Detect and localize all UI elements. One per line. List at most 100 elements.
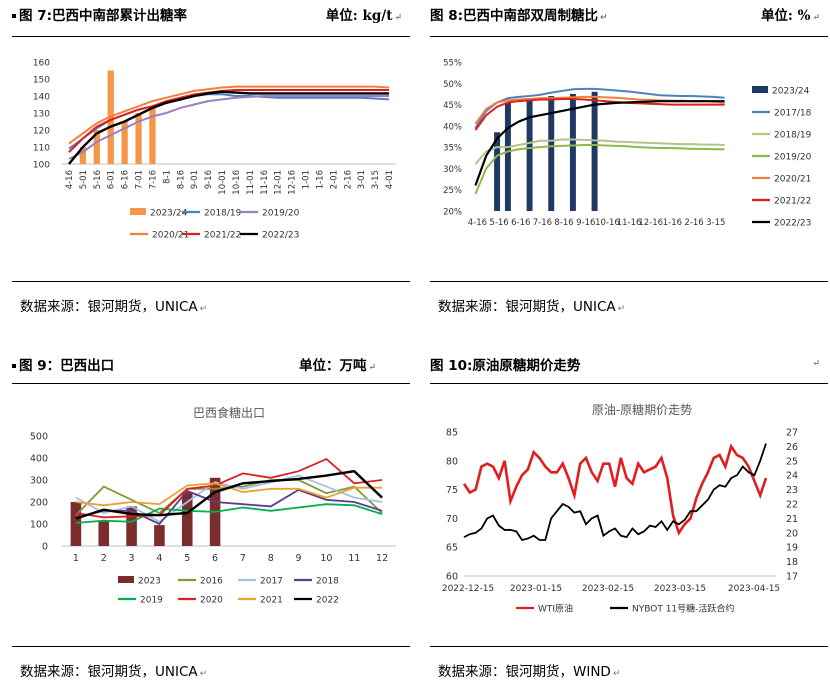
bar-2023 [181, 492, 193, 546]
footer-rule [12, 281, 410, 282]
y-tick-label: 25% [443, 186, 462, 196]
legend-2023-24-label: 2023/24 [772, 87, 810, 97]
panel-sugar-yield: 图 7:巴西中南部累计出糖率 单位: kg/t ↵ 100 110 120 130 140… [12, 0, 410, 320]
series-line-2019-20 [68, 95, 390, 160]
x-tick-label: 9-16 [576, 218, 595, 228]
legend-2022-23-label: 2022/23 [262, 231, 299, 241]
y-tick-label: 0 [42, 542, 48, 553]
x-tick-label: 8-1 [162, 170, 172, 184]
x-tick-label: 7 [240, 553, 246, 564]
paragraph-mark-icon: ↵ [199, 669, 208, 679]
y-right-tick-label: 21 [786, 514, 798, 525]
x-tick-label: 12-16 [638, 218, 663, 228]
chart-title: 原油-原糖期价走势 [592, 402, 692, 417]
bar-2023-24 [569, 93, 576, 211]
chart-sugar-yield: 100 110 120 130 140 150 160 4-16 5-01 5-16 6-01 6-1… [33, 59, 396, 241]
bar-2023 [98, 520, 110, 546]
paragraph-mark-icon: ↵ [812, 359, 820, 369]
y-left-tick-label: 70 [446, 514, 458, 525]
x-tick-label: 7-16 [533, 218, 552, 228]
y-tick-label: 110 [33, 144, 50, 154]
paragraph-mark-icon: ↵ [617, 304, 626, 314]
y-tick-label: 200 [30, 498, 48, 509]
x-tick-label: 12-16 [288, 170, 298, 195]
legend-2023-24-swatch [130, 208, 146, 215]
panel-unit: 单位：万吨 ↵ [298, 358, 376, 374]
header-rule [430, 36, 828, 37]
y-tick-label: 130 [33, 110, 50, 120]
bullet-square-icon [12, 14, 16, 18]
panel-brazil-export: 图 9：巴西出口 单位：万吨 ↵ 巴西食糖出口 0 100 200 300 400 500 1 2… [12, 350, 410, 684]
x-tick-label: 3 [129, 553, 135, 564]
y-right-tick-label: 18 [786, 557, 798, 568]
x-tick-label: 9-16 [204, 170, 214, 189]
x-tick-label: 10-16 [595, 218, 620, 228]
x-tick-label: 10-01 [218, 170, 228, 195]
x-tick-label: 4-16 [468, 218, 487, 228]
y-tick-label: 120 [33, 127, 50, 137]
bar-2023-24 [149, 107, 156, 164]
x-tick-label: 6-16 [121, 170, 131, 189]
y-tick-label: 35% [443, 144, 462, 154]
footer-rule [430, 281, 828, 282]
y-tick-label: 140 [33, 93, 50, 103]
bar-2023-24 [121, 121, 128, 164]
footer-rule [12, 646, 410, 647]
data-source: 数据来源：银河期货，WIND ↵ [438, 664, 621, 680]
legend-wti-label: WTI原油 [538, 603, 573, 615]
x-tick-label: 11-01 [246, 170, 256, 195]
legend-2017-label: 2017 [260, 577, 283, 587]
bullet-square-icon [12, 364, 16, 368]
y-left-tick-label: 75 [446, 485, 458, 496]
series-line-2021-22 [474, 98, 725, 131]
y-left-tick-label: 65 [446, 543, 458, 554]
legend-2018-19-label: 2018/19 [204, 209, 242, 219]
x-tick-label: 2 [101, 553, 107, 564]
x-tick-label: 4 [156, 553, 162, 564]
x-tick-label: 2-16 [684, 218, 703, 228]
legend-2023-24-label: 2023/24 [150, 209, 188, 219]
panel-oil-sugar: 图 10:原油原糖期价走势 ↵ 原油-原糖期价走势 60 65 70 75 80 85 17 1… [430, 350, 828, 684]
bar-2023-24 [591, 91, 598, 211]
x-tick-label: 1 [73, 553, 79, 564]
x-tick-label: 12 [376, 553, 388, 564]
legend-2020-21-label: 2020/21 [774, 175, 811, 185]
x-tick-label: 1-16 [315, 170, 325, 189]
x-tick-label: 7-16 [148, 170, 158, 189]
x-tick-label: 11 [348, 553, 360, 564]
panel-header: 图 7:巴西中南部累计出糖率 单位: kg/t ↵ [12, 0, 410, 26]
panel-header: 图 9：巴西出口 单位：万吨 ↵ [12, 350, 410, 376]
panel-title: 图 10:原油原糖期价走势 [430, 358, 581, 374]
y-tick-label: 50% [443, 80, 462, 90]
x-tick-label: 8-16 [176, 170, 186, 189]
x-tick-label: 10 [320, 553, 332, 564]
legend-2018-label: 2018 [316, 577, 339, 587]
header-rule [12, 383, 410, 384]
x-tick-label: 1-01 [302, 170, 312, 189]
y-tick-label: 160 [33, 59, 50, 69]
panel-sugar-mix: 图 8:巴西中南部双周制糖比 ↵ 单位: % ↵ 20% 25% 30% 35% 40% 45… [430, 0, 828, 320]
bar-2023-24 [494, 132, 501, 211]
x-tick-label: 11-16 [617, 218, 642, 228]
legend-nybot-sugar-label: NYBOT 11号糖-活跃合约 [632, 603, 734, 615]
y-tick-label: 55% [443, 59, 462, 69]
legend-2023-swatch [118, 576, 134, 583]
legend-2021-22-label: 2021/22 [774, 197, 811, 207]
series-line-2022 [75, 469, 383, 520]
x-tick-label: 5-16 [93, 170, 103, 189]
series-line-2020-21 [68, 85, 390, 145]
y-right-tick-label: 27 [786, 428, 798, 439]
series-line-nybot-sugar [463, 443, 767, 542]
y-right-tick-label: 22 [786, 500, 798, 511]
legend-2019-label: 2019 [140, 596, 163, 606]
x-tick-label: 3-15 [371, 170, 381, 189]
x-tick-label: 2023-01-15 [510, 584, 562, 594]
panel-unit: ↵ [810, 354, 820, 370]
header-rule [430, 383, 828, 384]
series-line-2017-18 [474, 87, 725, 129]
bar-2023 [70, 502, 82, 546]
x-tick-label: 5-01 [79, 170, 89, 189]
series-line-2022-23 [474, 100, 725, 186]
bar-2023-24 [526, 98, 533, 211]
